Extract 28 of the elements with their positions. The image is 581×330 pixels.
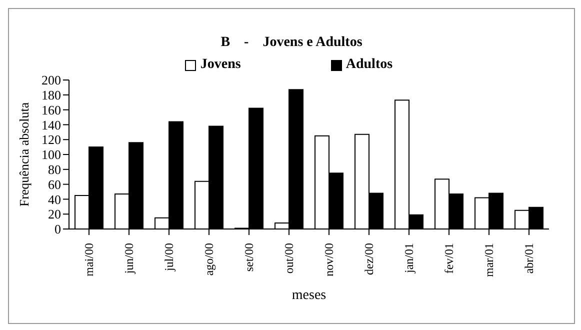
x-tick-label: ago/00 — [202, 243, 216, 276]
legend-label: Jovens — [200, 57, 241, 73]
y-tick-label: 80 — [48, 162, 61, 178]
y-tick-label: 0 — [54, 222, 61, 237]
x-tick-label: out/00 — [282, 243, 296, 274]
y-tick-label: 180 — [42, 88, 61, 103]
x-tick-label: mai/00 — [82, 243, 96, 276]
x-tick-label: abr/01 — [522, 243, 536, 274]
y-tick-label: 200 — [42, 72, 61, 88]
y-tick-label: 60 — [48, 176, 61, 192]
x-tick-label: jan/01 — [402, 243, 416, 274]
y-tick-label: 20 — [48, 206, 61, 222]
chart-title: B - Jovens e Adultos — [220, 35, 364, 51]
y-tick-label: 160 — [42, 102, 61, 118]
y-tick-label: 120 — [42, 132, 61, 148]
x-tick-label: set/00 — [242, 243, 256, 272]
y-axis-title: Frequência absoluta — [16, 102, 32, 207]
y-tick-label: 40 — [48, 192, 61, 207]
x-tick-label: dez/00 — [362, 243, 376, 275]
x-tick-label: mar/01 — [482, 243, 496, 277]
y-tick-label: 100 — [42, 147, 61, 162]
y-tick-label: 140 — [42, 117, 61, 132]
legend-label: Adultos — [346, 57, 393, 73]
x-axis-title: meses — [292, 288, 326, 303]
x-tick-label: nov/00 — [322, 243, 336, 276]
x-tick-label: jul/00 — [162, 243, 176, 272]
x-tick-label: fev/01 — [442, 243, 456, 274]
x-tick-label: jun/00 — [122, 243, 136, 275]
